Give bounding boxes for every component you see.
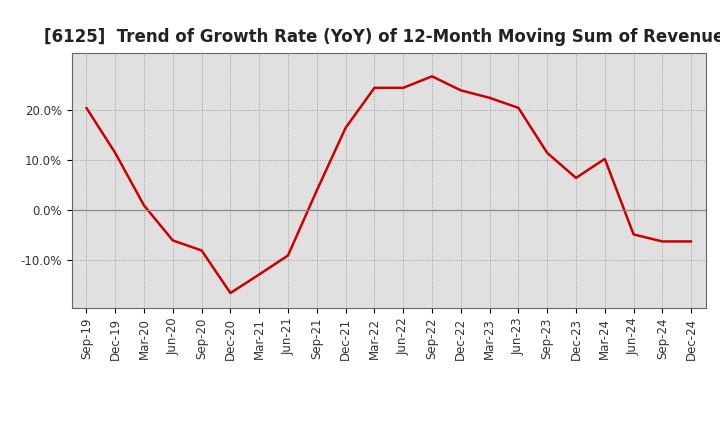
Title: [6125]  Trend of Growth Rate (YoY) of 12-Month Moving Sum of Revenues: [6125] Trend of Growth Rate (YoY) of 12-… (44, 28, 720, 46)
